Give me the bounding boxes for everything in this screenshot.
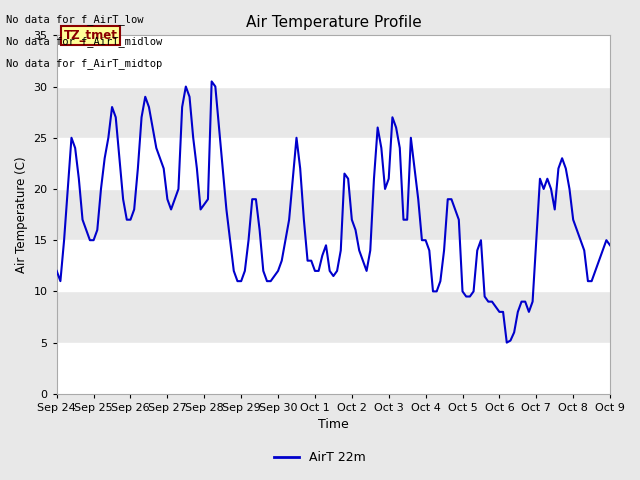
Bar	[57, 189, 610, 240]
Bar	[57, 36, 610, 86]
Bar	[57, 138, 610, 189]
Text: No data for f_AirT_midtop: No data for f_AirT_midtop	[6, 58, 163, 69]
Text: No data for f_AirT_low: No data for f_AirT_low	[6, 14, 144, 25]
Legend: AirT 22m: AirT 22m	[269, 446, 371, 469]
Text: No data for f_AirT_midlow: No data for f_AirT_midlow	[6, 36, 163, 47]
Bar	[57, 343, 610, 394]
Text: TZ_tmet: TZ_tmet	[63, 29, 118, 42]
Bar	[57, 291, 610, 343]
Bar	[57, 86, 610, 138]
X-axis label: Time: Time	[318, 419, 349, 432]
Bar	[57, 240, 610, 291]
Title: Air Temperature Profile: Air Temperature Profile	[246, 15, 421, 30]
Y-axis label: Air Temperature (C): Air Temperature (C)	[15, 156, 28, 273]
